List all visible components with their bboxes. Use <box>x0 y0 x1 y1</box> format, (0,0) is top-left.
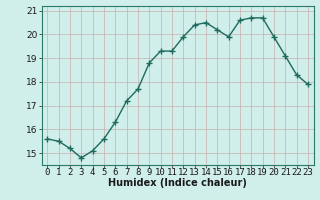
X-axis label: Humidex (Indice chaleur): Humidex (Indice chaleur) <box>108 178 247 188</box>
